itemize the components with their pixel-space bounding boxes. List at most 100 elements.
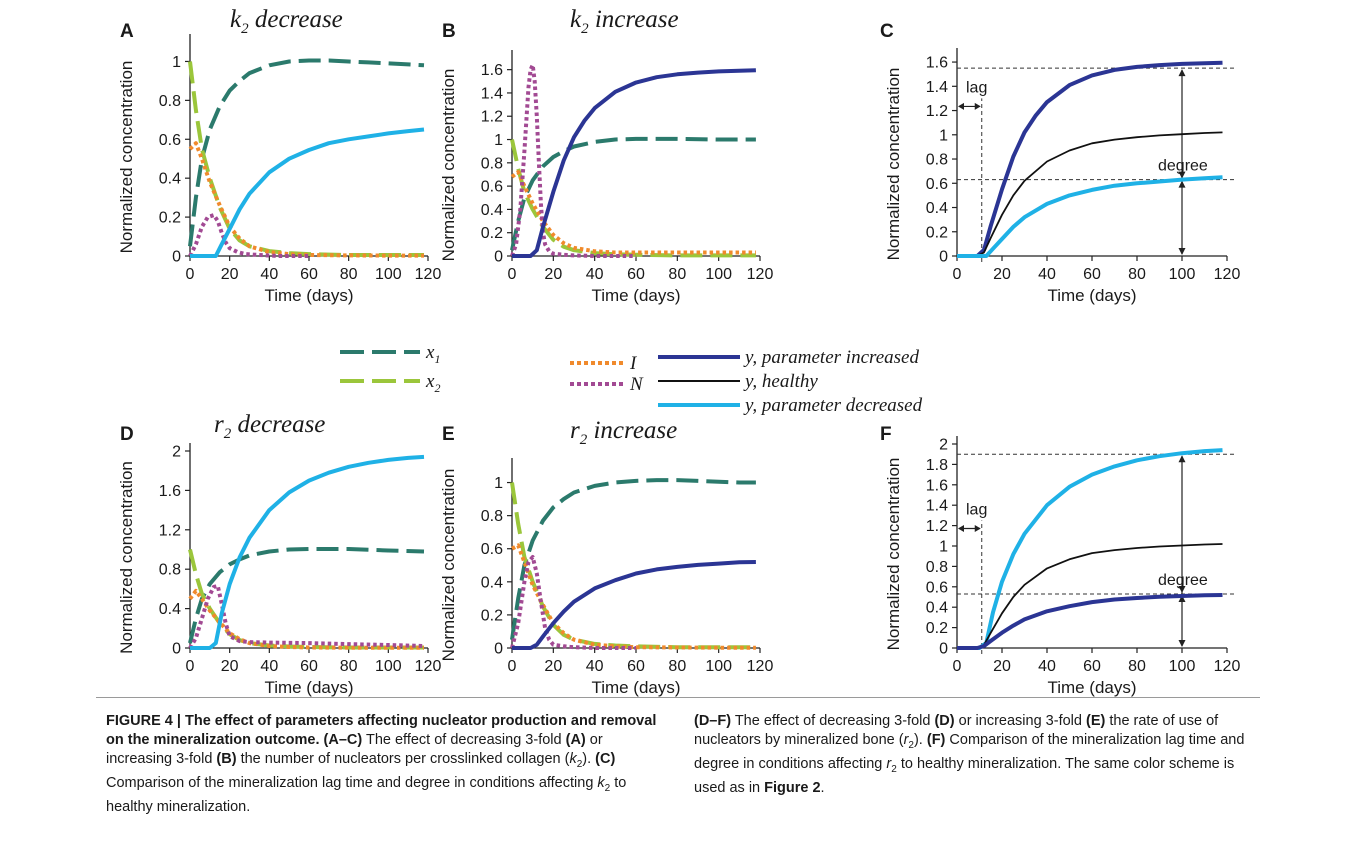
x-tick-label: 0: [953, 266, 962, 283]
y-tick-label: 1.4: [926, 79, 948, 96]
x-tick-label: 0: [953, 658, 962, 675]
caption-ref-ac: (A–C): [323, 732, 363, 748]
y-tick-label: 0: [494, 249, 503, 266]
y-tick-label: 0: [172, 641, 181, 658]
y-tick-label: 0.6: [926, 579, 948, 596]
y-tick-label: 1.2: [159, 522, 181, 539]
y-tick-label: 1.6: [481, 62, 503, 79]
caption-symbol-k-sub: 2: [576, 758, 583, 770]
series-N: [188, 213, 309, 258]
x-tick-label: 120: [1214, 266, 1241, 283]
y-tick-label: 1: [939, 539, 948, 556]
x-tick-label: 100: [705, 658, 732, 675]
panel-letter-E: E: [442, 424, 455, 445]
degree-arrowhead: [1178, 180, 1186, 188]
x-tick-label: 100: [1169, 266, 1196, 283]
x-tick-label: 20: [221, 266, 239, 283]
series-y-decreased: [190, 454, 425, 650]
x-tick-label: 60: [1083, 658, 1101, 675]
x-axis-label: Time (days): [264, 678, 353, 697]
panel-letter-A: A: [120, 21, 134, 42]
series-x2: [188, 61, 424, 257]
lag-arrowhead-left: [958, 525, 964, 532]
y-tick-label: 1: [494, 132, 503, 149]
legend-label-y-decreased: y, parameter decreased: [743, 395, 923, 416]
caption-figure-2-ref: Figure 2: [764, 779, 821, 796]
x-tick-label: 120: [1214, 658, 1241, 675]
y-axis-label: Normalized concentration: [439, 469, 458, 662]
y-tick-label: 0.2: [926, 224, 948, 241]
caption-text: the number of nucleators per crosslinked…: [236, 751, 570, 767]
y-tick-label: 1.2: [481, 109, 503, 126]
lag-arrowhead-left: [958, 102, 964, 110]
degree-arrowhead: [1178, 585, 1186, 593]
x-tick-label: 20: [993, 658, 1011, 675]
x-axis-label: Time (days): [1047, 678, 1136, 697]
panel-letter-F: F: [880, 424, 892, 445]
degree-arrowhead: [1178, 171, 1186, 179]
caption-text: ).: [913, 732, 927, 748]
y-tick-label: 0: [494, 641, 503, 658]
legend-entry-y-decreased: y, parameter decreased: [658, 395, 923, 416]
x-tick-label: 40: [1038, 266, 1056, 283]
x-tick-label: 120: [747, 658, 774, 675]
x-tick-label: 20: [993, 266, 1011, 283]
series-x1: [188, 58, 425, 247]
y-tick-label: 0.2: [926, 620, 948, 637]
y-tick-label: 1.2: [926, 103, 948, 120]
caption-symbol-r: r: [903, 732, 909, 748]
caption-text: ).: [582, 751, 596, 767]
x-tick-label: 80: [340, 658, 358, 675]
x-tick-label: 120: [415, 266, 442, 283]
panel-title-B: k2 increase: [570, 6, 679, 37]
x-tick-label: 20: [544, 266, 562, 283]
y-tick-label: 1.4: [926, 498, 948, 515]
panel-title-A: k2 decrease: [230, 6, 343, 37]
x-tick-label: 40: [586, 266, 604, 283]
y-tick-label: 2: [939, 437, 948, 454]
panel-letter-C: C: [880, 21, 894, 42]
series-y-increased: [512, 560, 756, 650]
x-tick-label: 120: [415, 658, 442, 675]
caption-ref-c: (C): [595, 751, 616, 767]
y-tick-label: 0.8: [481, 508, 503, 525]
series-y-increased: [957, 60, 1223, 258]
series-I: [188, 141, 424, 258]
legend-entry-y-healthy: y, healthy: [658, 371, 818, 392]
degree-arrowhead: [1178, 69, 1186, 77]
caption-text: Comparison of the mineralization lag tim…: [106, 774, 598, 791]
degree-arrowhead: [1178, 594, 1186, 602]
x-tick-label: 0: [186, 658, 195, 675]
y-tick-label: 0: [939, 249, 948, 266]
y-axis-label: Normalized concentration: [117, 461, 136, 654]
y-tick-label: 0.6: [926, 176, 948, 193]
panel-C: C 0 20 40 60 80 100 120 0 0.2 0.4 0.6 0.8 1 1.2 1.4 1.6 T…: [880, 21, 1240, 305]
caption-text: .: [820, 779, 825, 796]
y-tick-label: 1.6: [159, 483, 181, 500]
lag-arrowhead-right: [974, 525, 981, 532]
x-tick-label: 60: [300, 658, 318, 675]
y-tick-label: 0.6: [159, 132, 181, 149]
series-x1: [510, 478, 756, 640]
legend-entry-I: I: [570, 353, 638, 374]
caption-symbol-r-sub: 2: [908, 739, 914, 751]
y-axis-label: Normalized concentration: [439, 69, 458, 262]
y-axis-label: Normalized concentration: [884, 68, 903, 261]
x-tick-label: 80: [1128, 658, 1146, 675]
lag-label: lag: [966, 79, 987, 96]
legend: x1 x2 I N y, parameter increased y, heal…: [340, 342, 923, 416]
series-N: [510, 555, 636, 650]
caption-ref-e: (E): [1085, 713, 1106, 729]
caption-symbol-r-sub: 2: [891, 763, 897, 775]
lag-degree-guides: lag degree: [957, 67, 1235, 262]
x-tick-label: 40: [586, 658, 604, 675]
y-tick-label: 1.2: [926, 518, 948, 535]
series-y-increased: [957, 593, 1223, 650]
legend-entry-x1: x1: [340, 342, 440, 366]
y-tick-label: 0.2: [159, 210, 181, 227]
y-tick-label: 1.8: [926, 457, 948, 474]
y-tick-label: 0: [172, 249, 181, 266]
legend-entry-x2: x2: [340, 371, 440, 395]
